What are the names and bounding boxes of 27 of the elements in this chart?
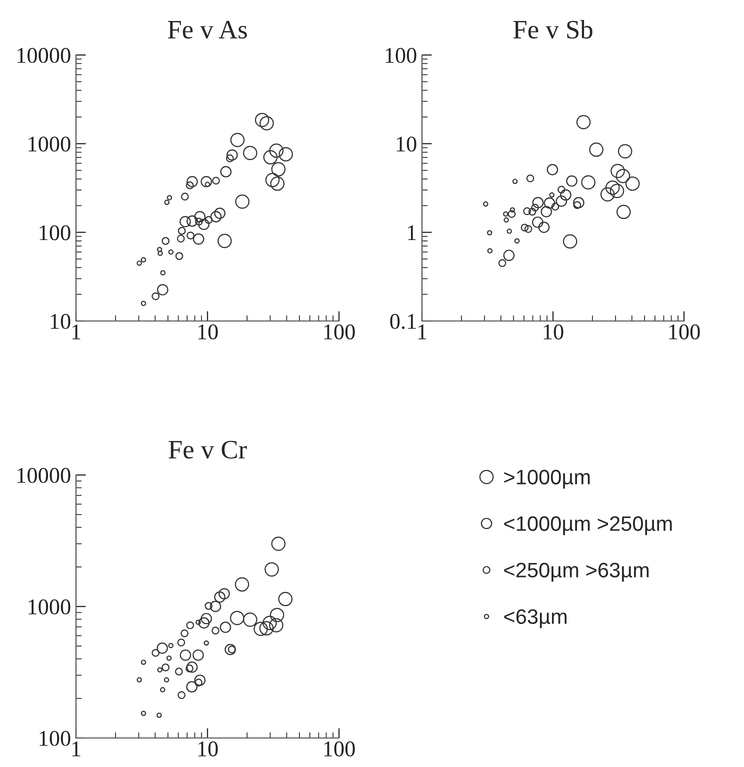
y-tick-label: 1000 bbox=[28, 136, 70, 152]
legend-label: <250µm >63µm bbox=[504, 562, 649, 582]
x-tick-label: 100 bbox=[324, 741, 355, 756]
x-tick-label: 10 bbox=[544, 324, 564, 340]
x-tick-label: 1 bbox=[72, 324, 80, 340]
y-tick-label: 10000 bbox=[18, 48, 70, 63]
chart-title: Fe v Sb bbox=[513, 20, 592, 39]
legend-label: >1000µm bbox=[504, 470, 590, 489]
chart-title: Fe v Cr bbox=[168, 440, 247, 459]
y-tick-label: 10000 bbox=[18, 468, 70, 483]
y-tick-label: 10 bbox=[50, 314, 70, 329]
x-tick-label: 10 bbox=[198, 324, 218, 340]
x-tick-label: 100 bbox=[669, 324, 700, 340]
x-tick-label: 10 bbox=[198, 741, 218, 756]
y-tick-label: 100 bbox=[40, 225, 70, 240]
x-tick-label: 1 bbox=[418, 324, 426, 340]
legend-label: <1000µm >250µm bbox=[504, 516, 672, 536]
x-tick-label: 100 bbox=[324, 324, 355, 340]
y-tick-label: 100 bbox=[40, 730, 70, 746]
x-tick-label: 1 bbox=[72, 742, 80, 756]
y-tick-label: 1 bbox=[408, 225, 416, 240]
y-tick-label: 100 bbox=[386, 48, 416, 63]
y-tick-label: 1000 bbox=[28, 599, 70, 614]
legend-label: <63µm bbox=[504, 609, 567, 628]
y-tick-label: 10 bbox=[396, 136, 416, 152]
chart-title: Fe v As bbox=[168, 20, 247, 39]
y-tick-label: 0.1 bbox=[390, 314, 416, 330]
